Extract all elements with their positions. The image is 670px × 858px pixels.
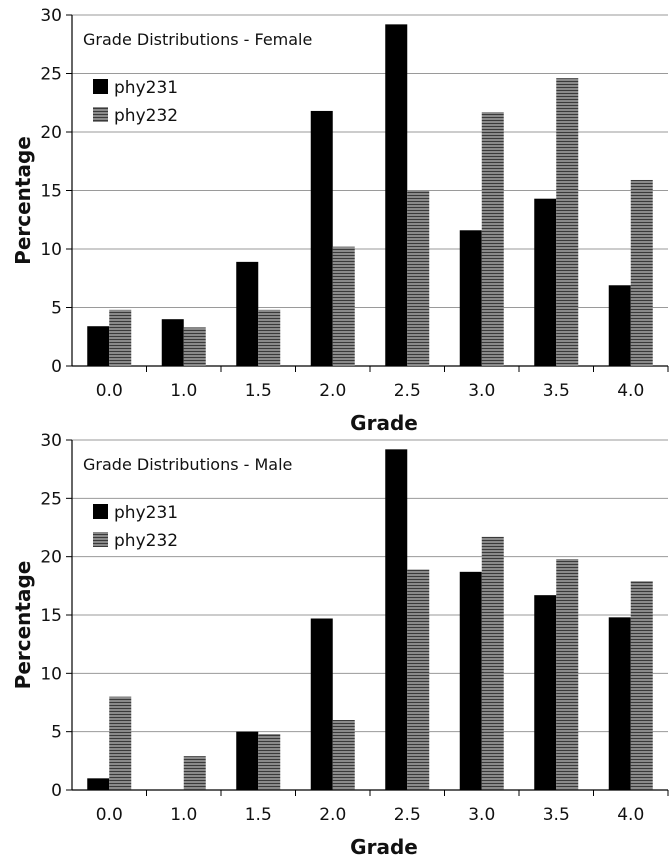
- legend-label-phy231: phy231: [114, 503, 178, 523]
- bar-phy232: [109, 309, 132, 366]
- x-tick-label: 3.5: [543, 805, 570, 825]
- bar-phy231: [310, 618, 333, 790]
- bar-phy232: [630, 179, 653, 366]
- y-tick-label: 30: [40, 431, 62, 451]
- bar-phy231: [534, 198, 557, 366]
- bar-phy231: [236, 261, 259, 366]
- bar-phy231: [87, 778, 110, 790]
- bar-phy231: [385, 24, 408, 367]
- bar-phy231: [236, 731, 259, 790]
- x-tick-label: 1.5: [245, 381, 272, 401]
- x-tick-label: 1.0: [170, 381, 197, 401]
- y-tick-label: 25: [40, 65, 62, 85]
- bar-phy231: [385, 449, 408, 790]
- legend-swatch-phy231: [93, 504, 108, 519]
- bar-phy232: [630, 581, 653, 790]
- legend-label-phy232: phy232: [114, 106, 178, 126]
- x-tick-label: 3.0: [468, 805, 495, 825]
- legend-label-phy232: phy232: [114, 531, 178, 551]
- x-axis-title: Grade: [350, 835, 418, 858]
- x-tick-label: 0.0: [96, 805, 123, 825]
- x-tick-label: 2.0: [319, 381, 346, 401]
- x-tick-label: 4.0: [617, 381, 644, 401]
- bar-phy232: [332, 720, 355, 790]
- bar-phy232: [556, 559, 579, 790]
- x-axis-title: Grade: [350, 411, 418, 435]
- x-tick-label: 2.5: [394, 805, 421, 825]
- chart-title: Grade Distributions - Male: [83, 455, 292, 474]
- bar-phy232: [109, 696, 132, 790]
- bar-phy232: [407, 569, 430, 790]
- legend-swatch-phy232: [93, 532, 108, 547]
- x-tick-label: 1.5: [245, 805, 272, 825]
- bar-phy232: [481, 112, 504, 366]
- bar-phy231: [459, 230, 482, 366]
- y-tick-label: 15: [40, 606, 62, 626]
- legend-label-phy231: phy231: [114, 78, 178, 98]
- legend-swatch-phy231: [93, 79, 108, 94]
- y-tick-label: 0: [51, 357, 62, 377]
- y-tick-label: 5: [51, 299, 62, 319]
- bar-phy231: [608, 617, 631, 790]
- bar-phy232: [332, 246, 355, 366]
- y-tick-label: 0: [51, 781, 62, 801]
- bar-phy232: [556, 78, 579, 367]
- bar-phy232: [407, 190, 430, 366]
- x-tick-label: 3.0: [468, 381, 495, 401]
- y-tick-label: 30: [40, 6, 62, 26]
- y-tick-label: 25: [40, 489, 62, 509]
- y-axis-title: Percentage: [11, 561, 35, 690]
- x-tick-label: 2.5: [394, 381, 421, 401]
- y-tick-label: 20: [40, 548, 62, 568]
- chart-panel-1: 0 5 10 15 20 25 30 0.0 1.0 1.5 2.0 2.5 3.0 3.5 4.0 Grad…: [11, 6, 669, 435]
- y-tick-label: 10: [40, 664, 62, 684]
- bar-phy232: [258, 309, 281, 366]
- y-tick-label: 10: [40, 240, 62, 260]
- bar-phy232: [481, 536, 504, 790]
- chart-panel-2: 0 5 10 15 20 25 30 0.0 1.0 1.5 2.0 2.5 3.0 3.5 4.0 Grad…: [11, 431, 669, 858]
- chart-title: Grade Distributions - Female: [83, 30, 312, 49]
- x-tick-label: 0.0: [96, 381, 123, 401]
- y-axis-title: Percentage: [11, 136, 35, 265]
- y-tick-label: 5: [51, 723, 62, 743]
- bar-phy232: [183, 756, 206, 790]
- x-tick-label: 1.0: [170, 805, 197, 825]
- bar-phy232: [183, 327, 206, 366]
- y-tick-label: 15: [40, 182, 62, 202]
- x-tick-label: 2.0: [319, 805, 346, 825]
- bar-phy231: [534, 595, 557, 790]
- bar-phy231: [459, 571, 482, 790]
- y-tick-label: 20: [40, 123, 62, 143]
- x-tick-label: 4.0: [617, 805, 644, 825]
- legend-swatch-phy232: [93, 107, 108, 122]
- bar-phy231: [161, 319, 184, 366]
- x-tick-label: 3.5: [543, 381, 570, 401]
- bar-phy231: [87, 326, 110, 366]
- bar-phy232: [258, 734, 281, 790]
- bar-phy231: [310, 110, 333, 366]
- bar-phy231: [608, 285, 631, 366]
